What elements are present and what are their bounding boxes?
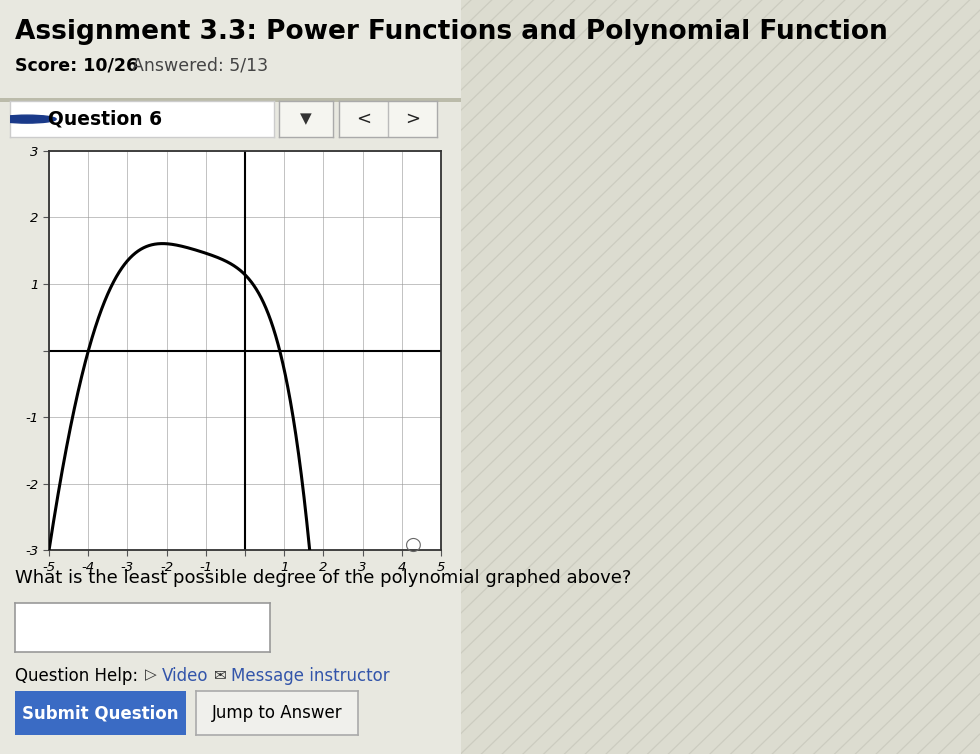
Text: Question Help:: Question Help: — [15, 667, 138, 685]
Text: Question 6: Question 6 — [48, 109, 163, 129]
Text: ▼: ▼ — [301, 112, 312, 127]
Text: Submit Question: Submit Question — [23, 704, 178, 722]
Text: Score: 10/26: Score: 10/26 — [15, 57, 138, 75]
Text: >: > — [405, 110, 420, 128]
Text: Video: Video — [162, 667, 208, 685]
Text: What is the least possible degree of the polynomial graphed above?: What is the least possible degree of the… — [15, 569, 631, 587]
Text: ▷: ▷ — [145, 667, 157, 682]
Circle shape — [0, 115, 56, 123]
Text: Assignment 3.3: Power Functions and Polynomial Function: Assignment 3.3: Power Functions and Poly… — [15, 19, 888, 44]
Text: <: < — [356, 110, 371, 128]
Text: ○: ○ — [405, 535, 422, 553]
Text: Jump to Answer: Jump to Answer — [212, 704, 342, 722]
Text: Answered: 5/13: Answered: 5/13 — [132, 57, 269, 75]
Text: Message instructor: Message instructor — [231, 667, 390, 685]
Text: ✉: ✉ — [214, 667, 226, 682]
